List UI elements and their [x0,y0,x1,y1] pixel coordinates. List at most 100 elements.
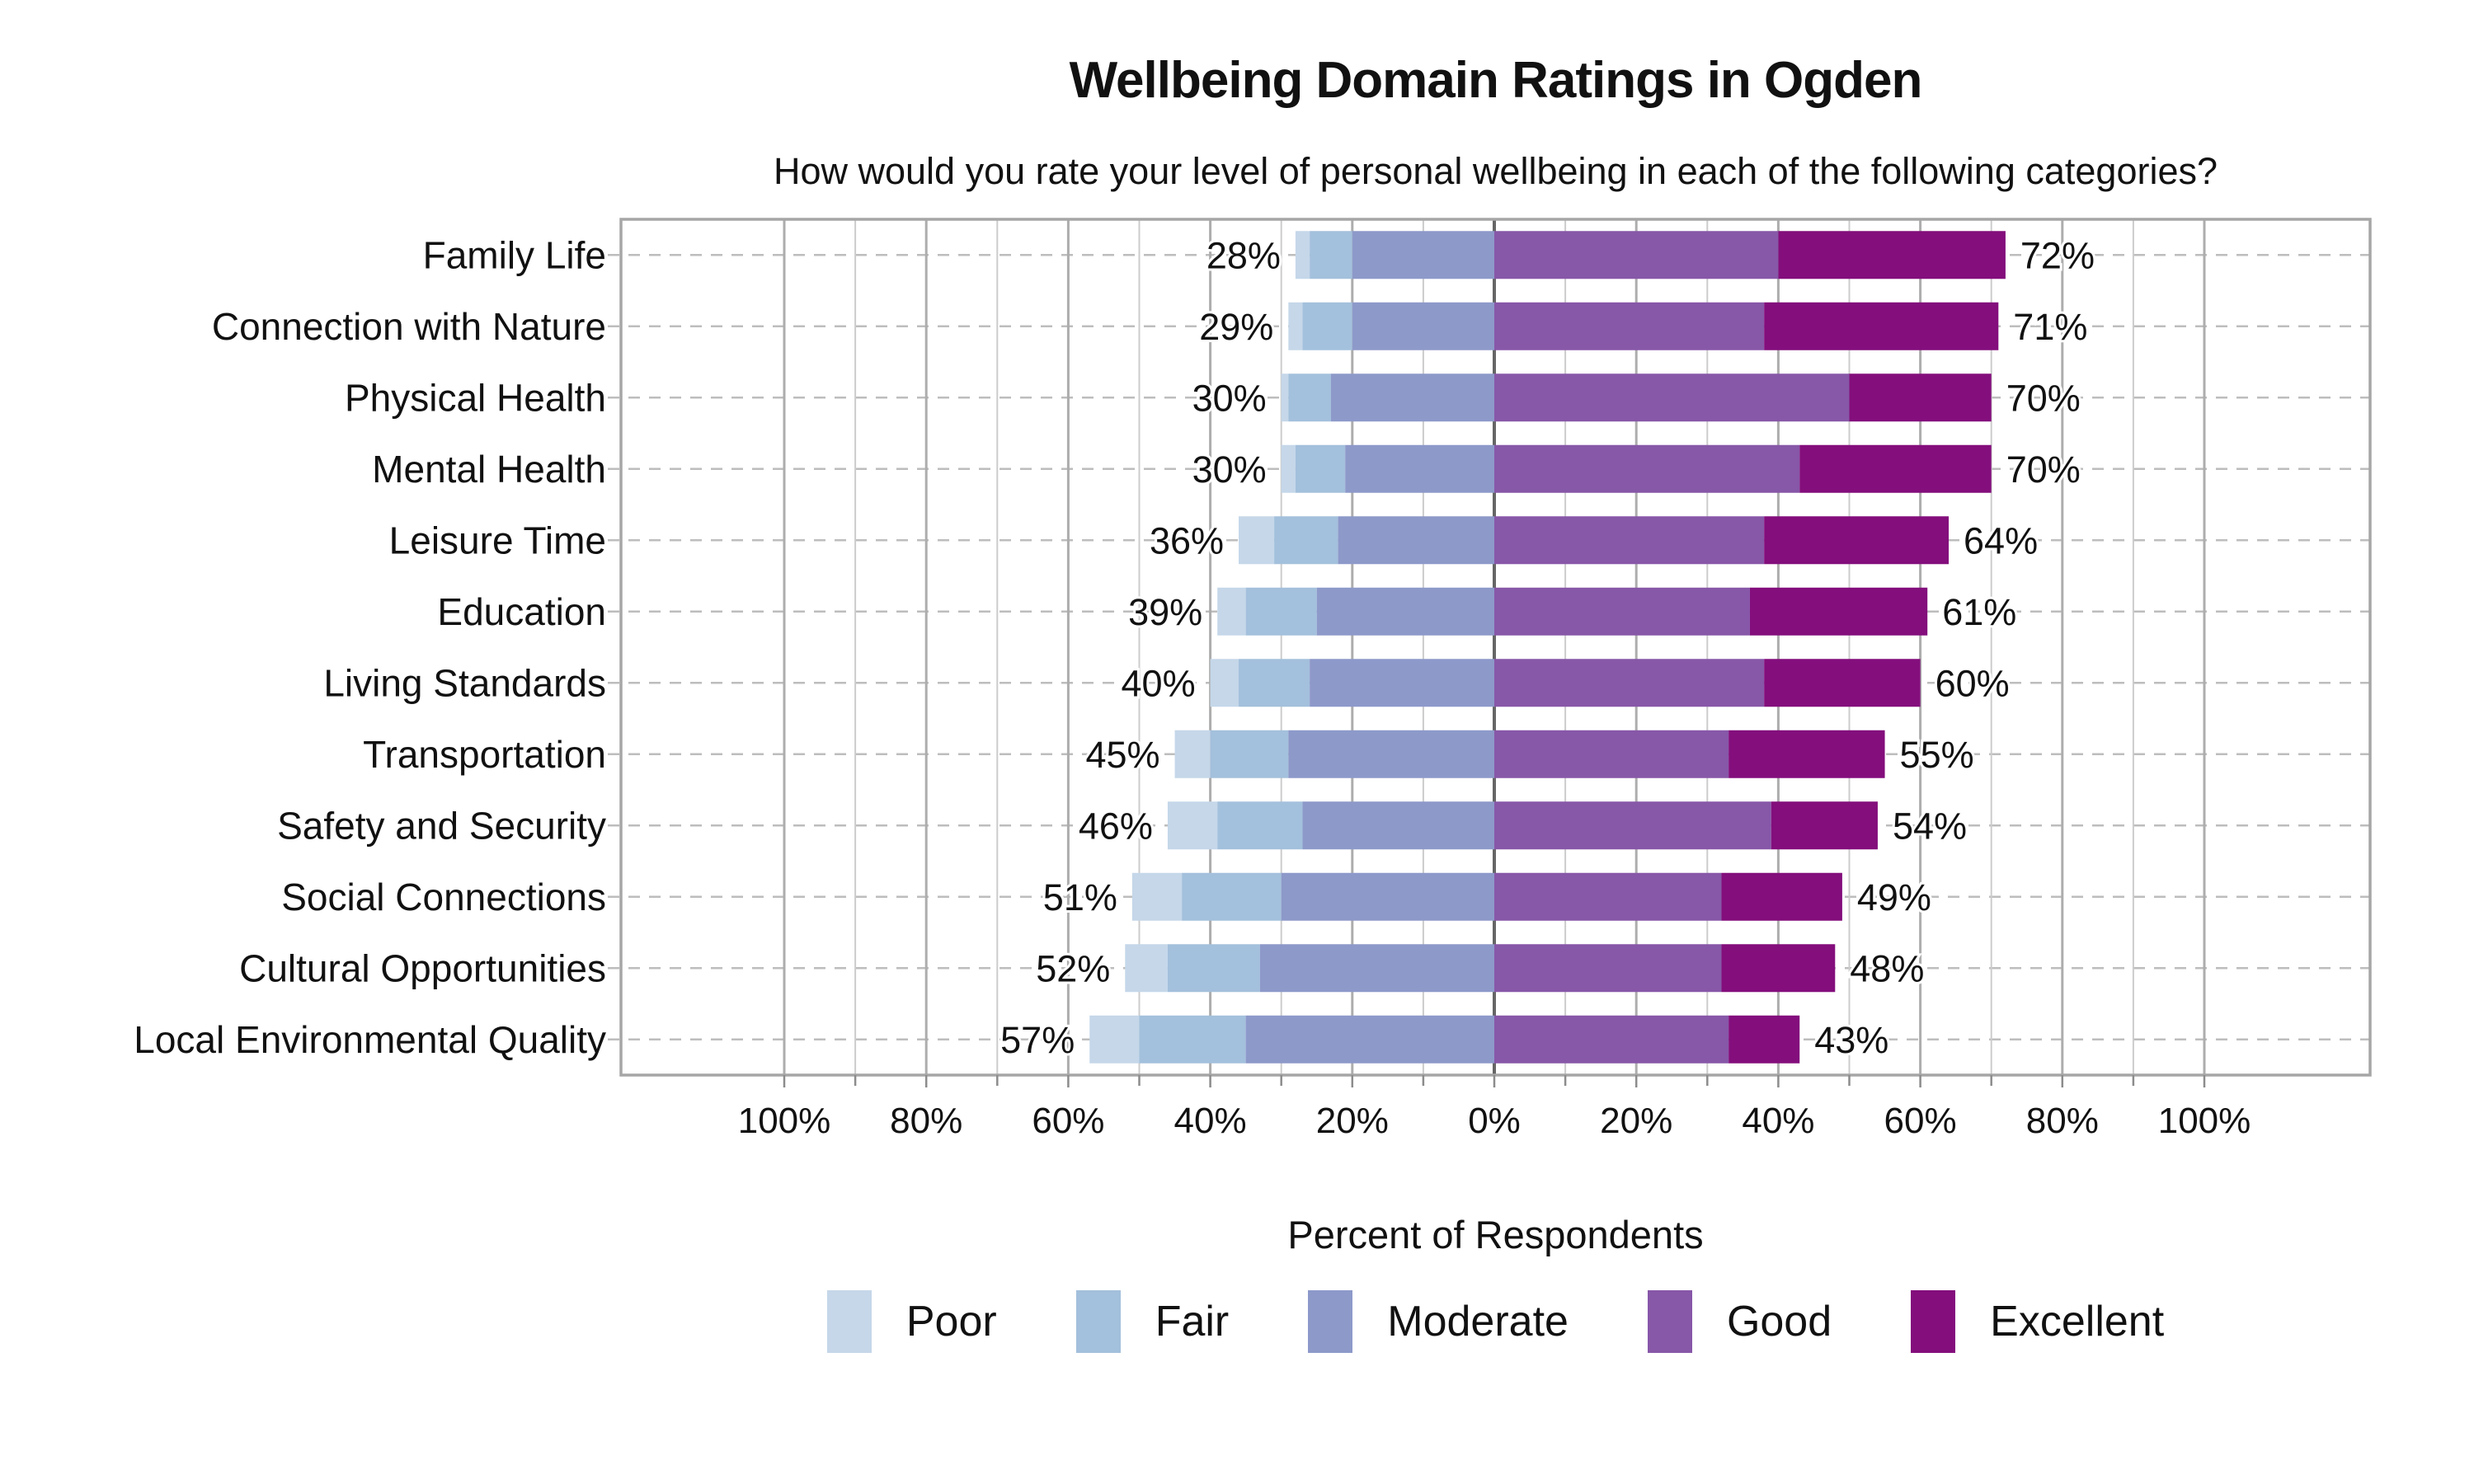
bar-segment-moderate [1310,659,1494,707]
x-tick-label: 20% [1316,1101,1389,1141]
bar-segment-moderate [1330,373,1494,422]
bar-segment-fair [1295,444,1346,493]
category-label: Leisure Time [389,519,606,561]
bar-segment-excellent [1749,587,1928,636]
bar-segment-excellent [1721,872,1842,921]
x-tick-label: 40% [1174,1101,1247,1141]
legend-swatch-poor [826,1290,872,1353]
category-label: Social Connections [281,876,606,918]
category-label: Family Life [423,233,606,276]
bar-segment-excellent [1778,231,2006,279]
bar-segment-poor [1174,730,1211,778]
left-total-label: 57% [1000,1019,1075,1061]
bar-segment-moderate [1259,944,1494,993]
category-label: Cultural Opportunities [239,946,606,989]
bar-segment-good [1494,373,1850,422]
bar-segment-good [1494,801,1771,850]
right-total-label: 64% [1964,519,2038,561]
bar-segment-excellent [1771,801,1878,850]
left-total-label: 40% [1122,662,1196,704]
bar-segment-excellent [1849,373,1992,422]
bar-segment-good [1494,872,1722,921]
bar-segment-moderate [1352,302,1494,350]
bar-segment-fair [1274,516,1338,565]
legend-item-fair: Fair [1075,1290,1230,1353]
bar-segment-good [1494,1015,1729,1064]
bar-segment-poor [1217,587,1246,636]
bar-segment-good [1494,516,1765,565]
category-label: Safety and Security [277,804,606,847]
bar-segment-good [1494,730,1729,778]
legend-item-moderate: Moderate [1308,1290,1569,1353]
legend-label: Poor [905,1298,997,1345]
bar-segment-poor [1239,516,1275,565]
bar-segment-good [1494,231,1779,279]
bar-segment-fair [1245,587,1317,636]
right-total-label: 70% [2006,377,2081,419]
bar-segment-good [1494,302,1765,350]
bar-segment-fair [1239,659,1310,707]
right-total-label: 71% [2013,306,2087,348]
bar-segment-poor [1089,1015,1140,1064]
right-total-label: 54% [1893,805,1967,847]
bar-segment-moderate [1245,1015,1494,1064]
bar-segment-poor [1210,659,1239,707]
category-label: Connection with Nature [212,305,606,348]
x-axis-label: Percent of Respondents [1287,1213,1704,1256]
bar-segment-excellent [1764,659,1921,707]
x-tick-label: 100% [738,1101,831,1141]
legend-label: Fair [1155,1298,1230,1345]
bar-segment-moderate [1338,516,1494,565]
bar-segment-fair [1210,730,1289,778]
right-total-label: 43% [1814,1019,1888,1061]
left-total-label: 39% [1128,591,1202,633]
x-tick-label: 80% [2026,1101,2099,1141]
bar-segment-excellent [1764,302,1999,350]
right-total-label: 70% [2006,448,2081,491]
bar-segment-moderate [1352,231,1494,279]
bar-segment-fair [1302,302,1352,350]
bar-segment-moderate [1288,730,1494,778]
category-label: Education [437,590,606,633]
bar-segment-good [1494,587,1750,636]
legend-swatch-good [1647,1290,1692,1353]
right-total-label: 60% [1935,662,2010,704]
bar-segment-fair [1217,801,1303,850]
right-total-label: 49% [1857,876,1931,918]
bar-segment-fair [1288,373,1331,422]
x-tick-label: 60% [1032,1101,1104,1141]
legend-swatch-fair [1075,1290,1121,1353]
category-label: Local Environmental Quality [134,1018,606,1061]
bar-segment-moderate [1302,801,1494,850]
right-total-label: 61% [1942,591,2016,633]
x-tick-label: 60% [1884,1101,1957,1141]
left-total-label: 51% [1043,876,1117,918]
left-total-label: 36% [1150,519,1224,561]
x-tick-label: 20% [1600,1101,1672,1141]
legend-label: Excellent [1990,1298,2165,1345]
bar-segment-fair [1139,1015,1246,1064]
bar-segment-moderate [1281,872,1494,921]
right-total-label: 72% [2020,234,2095,276]
plot-border [619,218,2372,1077]
bar-segment-excellent [1729,730,1885,778]
x-tick-label: 100% [2158,1101,2251,1141]
bar-segment-poor [1131,872,1183,921]
legend-swatch-moderate [1308,1290,1353,1353]
legend: Poor Fair Moderate Good Excellent [621,1290,2370,1353]
bar-segment-good [1494,659,1765,707]
bar-segment-poor [1167,801,1218,850]
left-total-label: 45% [1085,734,1159,776]
legend-item-good: Good [1647,1290,1832,1353]
left-total-label: 30% [1192,377,1267,419]
legend-label: Moderate [1387,1298,1569,1345]
chart-title: Wellbeing Domain Ratings in Ogden [1069,52,1923,109]
right-total-label: 55% [1900,734,1974,776]
plot-area: 28% 72% Family Life 29% 71% Connection with N… [134,218,2372,1141]
bar-segment-poor [1281,373,1289,422]
bar-segment-excellent [1799,444,1992,493]
bar-segment-fair [1310,231,1352,279]
x-tick-label: 80% [890,1101,962,1141]
bar-segment-excellent [1764,516,1950,565]
left-total-label: 46% [1079,805,1153,847]
